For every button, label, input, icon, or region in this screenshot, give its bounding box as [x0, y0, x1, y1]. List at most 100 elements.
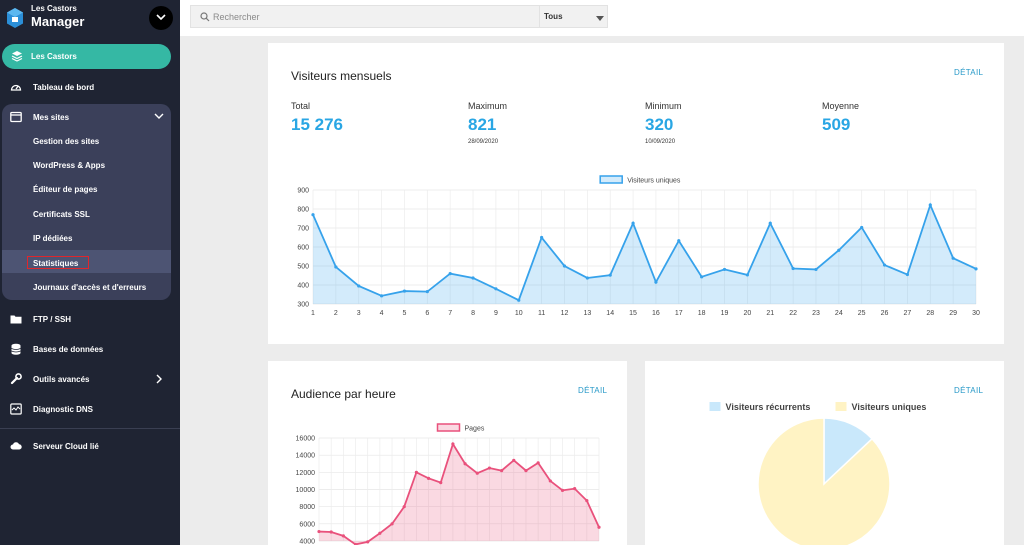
x-tick-label: 14 — [606, 310, 614, 317]
x-tick-label: 18 — [698, 310, 706, 317]
detail-link[interactable]: DÉTAIL — [954, 386, 984, 395]
stat-date: 10/09/2020 — [645, 139, 676, 145]
x-tick-label: 16 — [652, 310, 660, 317]
y-tick-label: 400 — [297, 283, 309, 290]
x-tick-label: 15 — [629, 310, 637, 317]
sidebar-item-les-castors[interactable]: Les Castors — [2, 44, 171, 69]
y-tick-label: 14000 — [296, 453, 316, 460]
top-bar: Rechercher Tous — [180, 0, 1024, 36]
data-point — [536, 461, 540, 465]
data-point — [837, 248, 841, 252]
dns-icon — [10, 403, 22, 415]
sidebar-item-bases-de-donnees[interactable]: Bases de données — [0, 336, 180, 362]
brand-line2: Manager — [31, 14, 85, 29]
data-point — [573, 487, 577, 491]
data-point — [768, 221, 772, 225]
x-tick-label: 2 — [334, 310, 338, 317]
x-tick-label: 19 — [721, 310, 729, 317]
sidebar-item-ftp-ssh[interactable]: FTP / SSH — [0, 306, 180, 332]
y-tick-label: 500 — [297, 264, 309, 271]
data-point — [677, 239, 681, 243]
sidebar-item-serveur-cloud[interactable]: Serveur Cloud lié — [0, 433, 180, 459]
data-point — [814, 267, 818, 272]
x-tick-label: 30 — [972, 310, 980, 317]
y-tick-label: 12000 — [296, 470, 316, 477]
sidebar-item-diagnostic-dns[interactable]: Diagnostic DNS — [0, 396, 180, 422]
submenu-item-editeur-de-pages[interactable]: Éditeur de pages — [33, 185, 98, 194]
monthly-visitors-card: Visiteurs mensuels DÉTAIL Total 15 276 M… — [268, 43, 1004, 344]
x-tick-label: 24 — [835, 310, 843, 317]
detail-link[interactable]: DÉTAIL — [954, 68, 984, 77]
data-point — [745, 273, 749, 277]
hourly-audience-card: Audience par heure DÉTAIL 4000 6000 8000 10… — [268, 361, 627, 545]
y-tick-label: 6000 — [299, 521, 315, 528]
layers-icon — [11, 51, 23, 62]
database-icon — [11, 343, 21, 355]
data-point — [540, 235, 544, 240]
x-tick-label: 28 — [926, 310, 934, 317]
x-tick-label: 29 — [949, 310, 957, 317]
sidebar-toggle-button[interactable] — [149, 6, 173, 30]
filter-select[interactable]: Tous — [539, 5, 608, 28]
stat-value: 320 — [645, 115, 674, 134]
y-tick-label: 800 — [297, 207, 309, 214]
sidebar-item-outils-avances[interactable]: Outils avancés — [0, 366, 180, 392]
stat-label: Moyenne — [822, 101, 860, 111]
y-tick-label: 700 — [297, 226, 309, 233]
submenu-item-journaux[interactable]: Journaux d'accès et d'erreurs — [33, 283, 147, 292]
data-point — [928, 203, 932, 207]
data-point — [882, 263, 887, 267]
x-tick-label: 8 — [471, 310, 475, 317]
visitor-type-pie-chart: Visiteurs récurrents Visiteurs uniques — [709, 402, 926, 545]
data-point — [357, 284, 361, 288]
detail-link[interactable]: DÉTAIL — [578, 386, 608, 395]
data-point — [585, 499, 589, 503]
sidebar-item-label: Mes sites — [33, 113, 70, 122]
card-title: Audience par heure — [291, 387, 396, 401]
data-point — [451, 442, 455, 446]
sidebar-item-label: Tableau de bord — [33, 83, 95, 92]
submenu-selected-highlight — [2, 250, 171, 273]
x-tick-label: 10 — [515, 310, 523, 317]
chevron-down-icon — [154, 113, 164, 119]
sidebar-item-label: Les Castors — [31, 52, 77, 61]
data-point — [463, 462, 467, 466]
submenu-item-wordpress-apps[interactable]: WordPress & Apps — [33, 161, 106, 170]
data-point — [425, 290, 429, 294]
data-point — [548, 479, 552, 483]
series-area — [319, 444, 599, 545]
stat-label: Maximum — [468, 101, 508, 111]
submenu-item-gestion-des-sites[interactable]: Gestion des sites — [33, 137, 100, 146]
data-point — [471, 276, 475, 280]
data-point — [475, 471, 479, 475]
data-point — [974, 267, 978, 271]
submenu-item-statistiques[interactable]: Statistiques — [33, 259, 79, 268]
sidebar-divider — [0, 428, 180, 429]
stat-label: Minimum — [645, 101, 682, 111]
submenu-item-certificats-ssl[interactable]: Certificats SSL — [33, 210, 90, 219]
chevron-down-icon — [156, 14, 166, 21]
data-point — [597, 525, 601, 529]
sidebar-item-label: FTP / SSH — [33, 315, 72, 324]
sidebar-item-label: Outils avancés — [33, 375, 90, 384]
sidebar-item-label: Bases de données — [33, 345, 104, 354]
x-tick-label: 7 — [448, 310, 452, 317]
series-line — [312, 202, 977, 302]
highlight-frame — [27, 256, 89, 269]
data-point — [317, 529, 321, 534]
visitor-type-card: DÉTAIL Visiteurs récurrents Visiteurs uni… — [645, 361, 1004, 545]
search-input[interactable]: Rechercher — [190, 5, 539, 28]
x-tick-label: 9 — [494, 310, 498, 317]
sidebar-item-mes-sites[interactable]: Mes sites — [0, 104, 180, 130]
dashboard-icon — [10, 84, 22, 91]
y-tick-label: 4000 — [299, 539, 315, 545]
sidebar-item-tableau-de-bord[interactable]: Tableau de bord — [0, 74, 180, 100]
data-point — [654, 280, 658, 284]
data-point — [390, 522, 394, 526]
data-point — [366, 540, 370, 544]
x-tick-label: 6 — [425, 310, 429, 317]
y-tick-label: 8000 — [299, 504, 315, 511]
data-point — [562, 264, 567, 268]
submenu-item-ip-dediees[interactable]: IP dédiées — [33, 234, 73, 243]
